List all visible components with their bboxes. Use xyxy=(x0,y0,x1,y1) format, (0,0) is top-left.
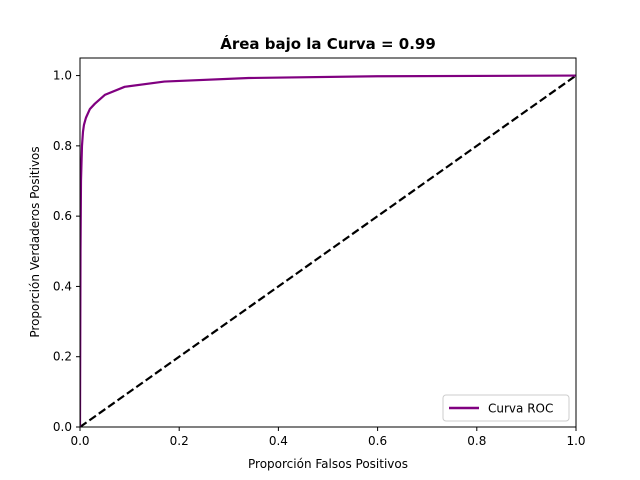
y-tick-label: 0.4 xyxy=(53,279,72,293)
y-tick-label: 0.0 xyxy=(53,420,72,434)
plot-frame xyxy=(79,57,577,428)
y-tick-label: 0.6 xyxy=(53,209,72,223)
legend-box xyxy=(442,394,570,422)
roc-curve-line xyxy=(80,74,576,427)
series-group xyxy=(80,74,576,427)
x-axis-label: Proporción Falsos Positivos xyxy=(248,457,408,471)
x-tick-label: 0.0 xyxy=(70,434,89,448)
legend-label: Curva ROC xyxy=(488,402,553,416)
x-tick-label: 1.0 xyxy=(566,434,585,448)
y-tick-label: 1.0 xyxy=(53,69,72,83)
y-axis-label: Proporción Verdaderos Positivos xyxy=(28,146,42,337)
legend: Curva ROC xyxy=(442,394,570,422)
y-tick-label: 0.8 xyxy=(53,139,72,153)
x-tick-label: 0.4 xyxy=(269,434,288,448)
chart-title: Área bajo la Curva = 0.99 xyxy=(220,34,436,53)
x-tick-label: 0.6 xyxy=(368,434,387,448)
plot-area xyxy=(80,74,576,427)
x-tick-label: 0.2 xyxy=(170,434,189,448)
chance-line xyxy=(80,74,576,427)
axes: 0.0 0.2 0.4 0.6 0.8 1.0 0.0 0.2 0.4 0.6 0.8 1.0 xyxy=(53,57,586,448)
x-tick-label: 0.8 xyxy=(467,434,486,448)
y-tick-label: 0.2 xyxy=(53,350,72,364)
